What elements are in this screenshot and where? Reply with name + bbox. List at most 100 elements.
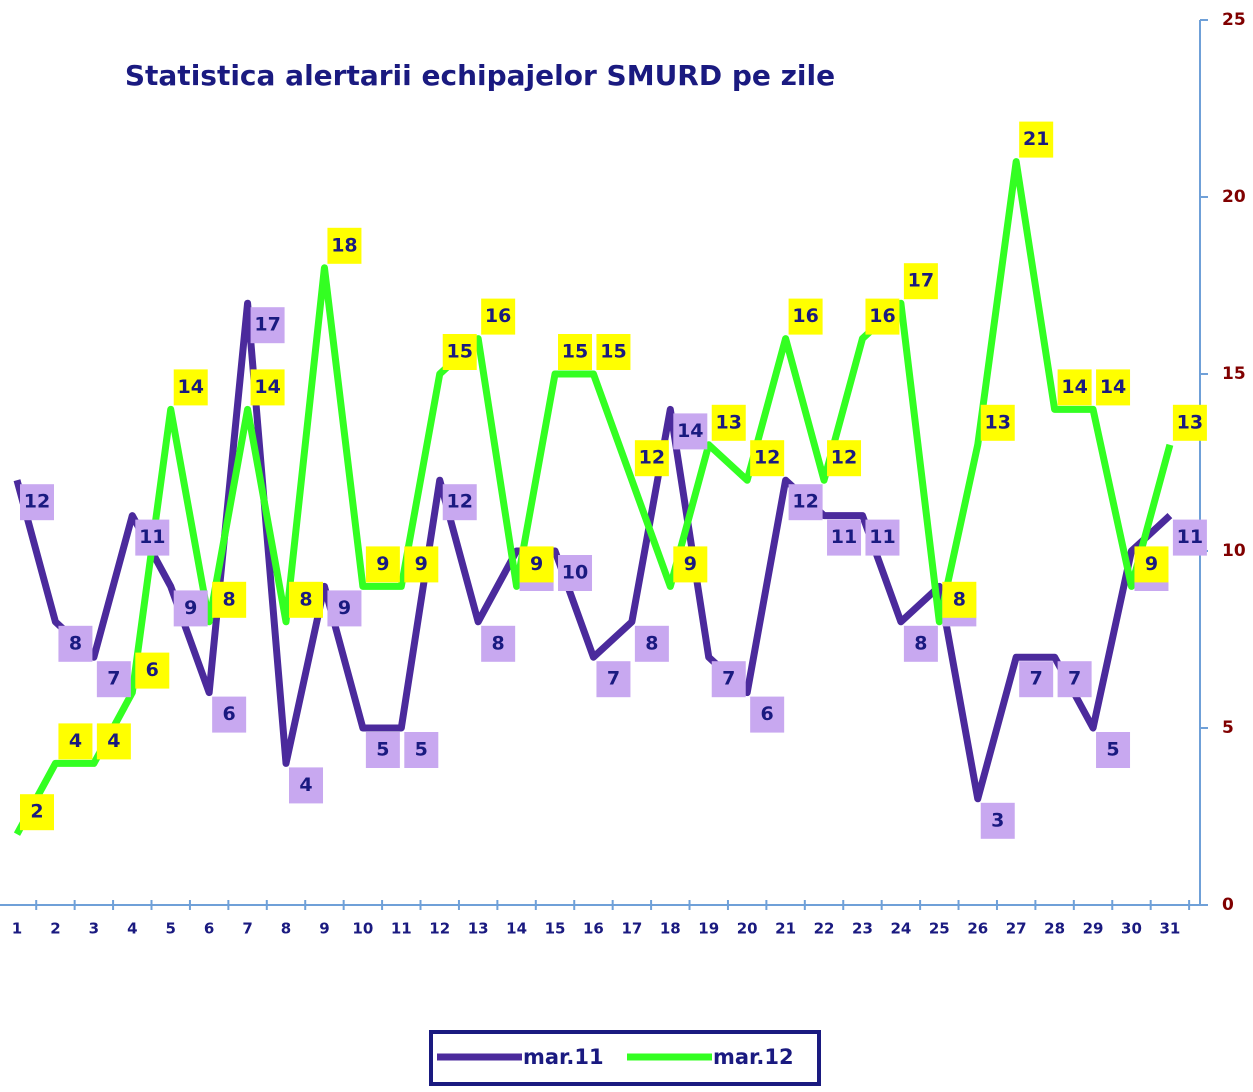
data-label: 7 xyxy=(722,668,735,690)
x-tick-label: 20 xyxy=(737,920,758,938)
x-tick-label: 7 xyxy=(242,920,252,938)
x-tick-label: 16 xyxy=(583,920,604,938)
data-label-bg xyxy=(250,307,285,344)
data-label-bg xyxy=(404,732,439,768)
data-label: 15 xyxy=(600,341,626,363)
data-label-bg xyxy=(327,590,362,627)
data-label-bg xyxy=(634,625,669,662)
y-tick-label: 5 xyxy=(1222,718,1234,738)
data-label: 17 xyxy=(254,314,280,336)
data-label: 14 xyxy=(1061,376,1087,398)
data-label: 12 xyxy=(447,491,473,513)
x-tick-label: 8 xyxy=(281,920,291,938)
data-label: 13 xyxy=(1177,411,1203,433)
data-label-bg xyxy=(1057,661,1092,698)
x-tick-label: 4 xyxy=(127,920,137,938)
data-label-bg xyxy=(212,696,247,733)
data-label-bg xyxy=(519,546,554,583)
data-label: 9 xyxy=(338,597,351,619)
data-label: 11 xyxy=(831,526,857,548)
data-label: 9 xyxy=(184,597,197,619)
legend-label: mar.11 xyxy=(523,1045,604,1069)
data-label: 8 xyxy=(299,588,312,610)
data-label-bg xyxy=(212,581,247,618)
x-tick-label: 5 xyxy=(166,920,176,938)
y-tick-label: 25 xyxy=(1222,10,1246,30)
data-label: 5 xyxy=(1106,739,1119,761)
data-label-bg xyxy=(58,723,93,760)
data-label-bg xyxy=(673,413,708,450)
data-label-bg xyxy=(788,484,823,521)
data-label: 2 xyxy=(30,801,43,823)
data-label: 12 xyxy=(639,447,665,469)
data-label: 9 xyxy=(1145,553,1158,575)
data-label: 21 xyxy=(1023,128,1049,150)
data-label: 8 xyxy=(69,632,82,654)
data-label: 8 xyxy=(645,632,658,654)
data-label-bg xyxy=(558,555,593,591)
data-label-bg xyxy=(250,369,285,406)
data-label-bg xyxy=(980,802,1015,839)
data-label: 3 xyxy=(991,809,1004,831)
data-label-bg xyxy=(173,590,208,627)
series-line xyxy=(13,158,1174,836)
data-label: 6 xyxy=(146,659,159,681)
data-label-bg xyxy=(1172,404,1207,441)
legend-label: mar.12 xyxy=(713,1045,794,1069)
data-label-bg xyxy=(20,484,54,521)
data-label: 4 xyxy=(299,774,312,796)
data-label-bg xyxy=(596,334,631,370)
data-label-bg xyxy=(596,661,631,698)
data-label-bg xyxy=(673,546,708,583)
data-label-bg xyxy=(788,298,823,335)
data-label-bg xyxy=(481,298,516,335)
data-label-bg xyxy=(1019,121,1054,158)
x-tick-label: 22 xyxy=(814,920,835,938)
x-tick-label: 19 xyxy=(698,920,719,938)
data-label-bg xyxy=(289,581,324,618)
data-label: 4 xyxy=(69,730,82,752)
data-label-bg xyxy=(865,519,900,556)
x-tick-label: 24 xyxy=(890,920,911,938)
data-label: 7 xyxy=(1068,668,1081,690)
x-tick-label: 29 xyxy=(1083,920,1104,938)
data-label: 9 xyxy=(376,553,389,575)
data-label: 16 xyxy=(792,305,818,327)
data-label: 12 xyxy=(792,491,818,513)
x-tick-label: 12 xyxy=(429,920,450,938)
chart-title: Statistica alertarii echipajelor SMURD p… xyxy=(125,59,835,92)
data-label-bg xyxy=(442,334,477,370)
data-label-bg xyxy=(289,767,324,804)
data-label: 9 xyxy=(684,553,697,575)
data-label: 9 xyxy=(530,553,543,575)
x-tick-label: 28 xyxy=(1044,920,1065,938)
data-label-bg xyxy=(442,484,477,521)
x-tick-label: 21 xyxy=(775,920,796,938)
data-label-bg xyxy=(327,227,362,264)
data-label: 13 xyxy=(985,411,1011,433)
data-label-bg xyxy=(1172,519,1207,556)
data-label: 10 xyxy=(562,562,588,584)
data-label-bg xyxy=(827,519,862,556)
data-label-bg xyxy=(1096,369,1131,406)
x-tick-label: 10 xyxy=(352,920,373,938)
data-label-bg xyxy=(980,404,1015,441)
data-label: 9 xyxy=(415,553,428,575)
x-tick-label: 27 xyxy=(1006,920,1027,938)
data-label-bg xyxy=(711,404,746,441)
data-label: 18 xyxy=(331,234,357,256)
data-label: 17 xyxy=(908,270,934,292)
data-label: 15 xyxy=(562,341,588,363)
data-label-bg xyxy=(20,794,54,831)
data-label-bg xyxy=(173,369,208,406)
data-label-bg xyxy=(481,625,516,662)
data-label: 11 xyxy=(869,526,895,548)
y-tick-label: 15 xyxy=(1222,364,1246,384)
data-label: 8 xyxy=(223,588,236,610)
data-label-bg xyxy=(634,440,669,477)
data-label-bg xyxy=(750,696,785,733)
data-label: 12 xyxy=(24,491,50,513)
data-label: 7 xyxy=(607,668,620,690)
x-tick-label: 17 xyxy=(621,920,642,938)
x-tick-label: 25 xyxy=(929,920,950,938)
